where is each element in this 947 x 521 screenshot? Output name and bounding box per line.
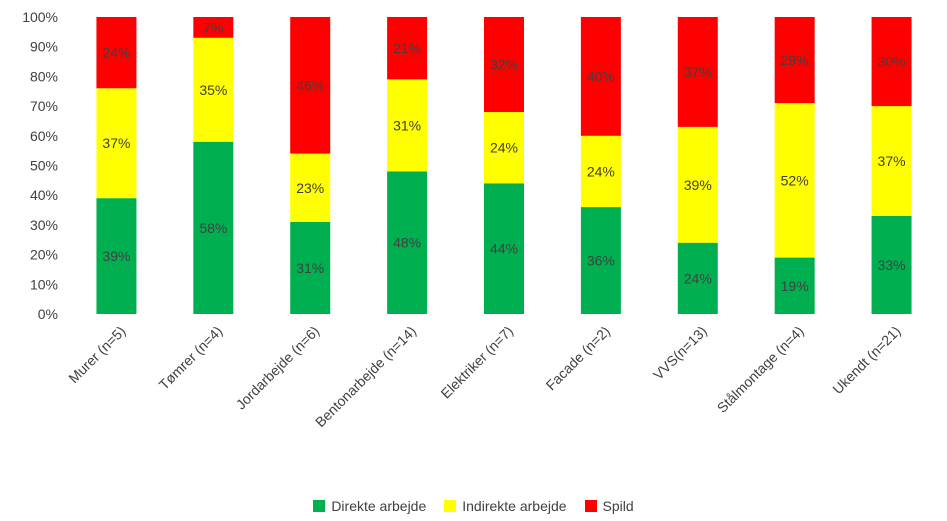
x-category-label: Murer (n=5) — [65, 323, 128, 386]
y-tick-label: 40% — [30, 187, 58, 203]
bar-segment-indirekte — [96, 88, 137, 199]
bar-segment-direkte — [193, 141, 234, 314]
y-tick-label: 10% — [30, 276, 58, 292]
data-label: 31% — [296, 260, 324, 276]
bar-segment-indirekte — [387, 79, 428, 172]
y-tick-label: 90% — [30, 39, 58, 55]
bar-segment-indirekte — [871, 106, 912, 216]
bar-segment-spild — [484, 17, 524, 113]
legend-swatch-indirekte — [444, 500, 457, 512]
x-category-label: Tømrer (n=4) — [156, 323, 226, 393]
bar-segment-spild — [193, 17, 234, 38]
y-tick-label: 20% — [30, 247, 58, 263]
bar-segment-direkte — [871, 215, 912, 314]
bar-segment-spild — [677, 17, 718, 127]
bar-segment-indirekte — [290, 153, 331, 222]
bar-segment-spild — [774, 17, 815, 104]
x-category-label: Stålmontage (n=4) — [714, 323, 807, 416]
legend-item-direkte: Direkte arbejde — [313, 498, 426, 514]
data-label: 31% — [393, 117, 421, 133]
data-label: 36% — [587, 253, 615, 269]
bar-segment-spild — [871, 17, 912, 107]
legend-label-indirekte: Indirekte arbejde — [462, 498, 567, 514]
stacked-bar-chart: 0% 10% 20% 30% 40% 50% 60% 70% 80% 90% 100% 39% 37%… — [22, 9, 912, 430]
data-label: 37% — [684, 64, 712, 80]
data-label: 52% — [781, 172, 809, 188]
bar-segment-spild — [580, 17, 621, 136]
x-category-label: VVS(n=13) — [650, 323, 710, 383]
data-label: 23% — [296, 180, 324, 196]
bar-segment-direkte — [484, 183, 524, 314]
y-tick-label: 0% — [38, 306, 58, 322]
bar-segment-indirekte — [677, 126, 718, 243]
bars: 39% 37% 24% 58% 35% 7% 31% 23% 46% 48% 31% 21% 44% 24… — [96, 17, 912, 314]
data-label: 35% — [199, 82, 227, 98]
bar-segment-direkte — [774, 257, 815, 314]
data-label: 37% — [878, 153, 906, 169]
bar-segment-direkte — [290, 221, 331, 314]
y-tick-label: 100% — [22, 9, 58, 25]
data-label: 19% — [781, 278, 809, 294]
data-label: 7% — [203, 19, 223, 35]
data-label: 37% — [102, 135, 130, 151]
legend-item-spild: Spild — [584, 498, 634, 514]
bar-segment-indirekte — [580, 135, 621, 208]
x-category-label: Elektriker (n=7) — [437, 323, 516, 402]
bar-segment-spild — [387, 17, 428, 80]
data-label: 58% — [199, 220, 227, 236]
bar-segment-direkte — [580, 207, 621, 314]
legend-swatch-direkte — [313, 500, 326, 512]
data-label: 39% — [684, 177, 712, 193]
data-label: 24% — [587, 163, 615, 179]
legend-label-spild: Spild — [602, 498, 634, 514]
x-axis: Murer (n=5) Tømrer (n=4) Jordarbejde (n=6)… — [65, 323, 903, 430]
y-tick-label: 80% — [30, 68, 58, 84]
data-label: 21% — [393, 40, 421, 56]
legend-swatch-spild — [584, 500, 597, 512]
bar-segment-direkte — [96, 198, 137, 314]
bar-segment-direkte — [677, 242, 718, 314]
data-label: 32% — [490, 57, 518, 73]
x-category-label: Ukendt (n=21) — [829, 323, 903, 397]
y-tick-label: 70% — [30, 98, 58, 114]
bar-segment-indirekte — [484, 112, 524, 184]
y-tick-label: 60% — [30, 128, 58, 144]
data-label: 24% — [490, 140, 518, 156]
bar-segment-indirekte — [193, 37, 234, 142]
x-category-label: Bentonarbejde (n=14) — [312, 323, 419, 430]
data-label: 24% — [684, 270, 712, 286]
data-label: 44% — [490, 241, 518, 257]
x-category-label: Facade (n=2) — [543, 323, 613, 393]
data-label: 24% — [102, 45, 130, 61]
legend-label-direkte: Direkte arbejde — [331, 498, 427, 514]
x-category-label: Jordarbejde (n=6) — [233, 323, 323, 413]
y-tick-label: 50% — [30, 158, 58, 174]
bar-segment-indirekte — [774, 103, 815, 258]
bar-segment-direkte — [387, 171, 428, 314]
data-label: 29% — [781, 52, 809, 68]
legend: Direkte arbejde Indirekte arbejde Spild — [0, 498, 947, 514]
y-tick-label: 30% — [30, 217, 58, 233]
legend-item-indirekte: Indirekte arbejde — [444, 498, 567, 514]
data-label: 39% — [102, 248, 130, 264]
y-axis: 0% 10% 20% 30% 40% 50% 60% 70% 80% 90% 100% — [22, 9, 58, 322]
bar-segment-spild — [96, 17, 137, 89]
data-label: 33% — [878, 257, 906, 273]
data-label: 48% — [393, 235, 421, 251]
data-label: 46% — [296, 77, 324, 93]
data-label: 40% — [587, 68, 615, 84]
bar-segment-spild — [290, 17, 331, 154]
data-label: 30% — [878, 54, 906, 70]
